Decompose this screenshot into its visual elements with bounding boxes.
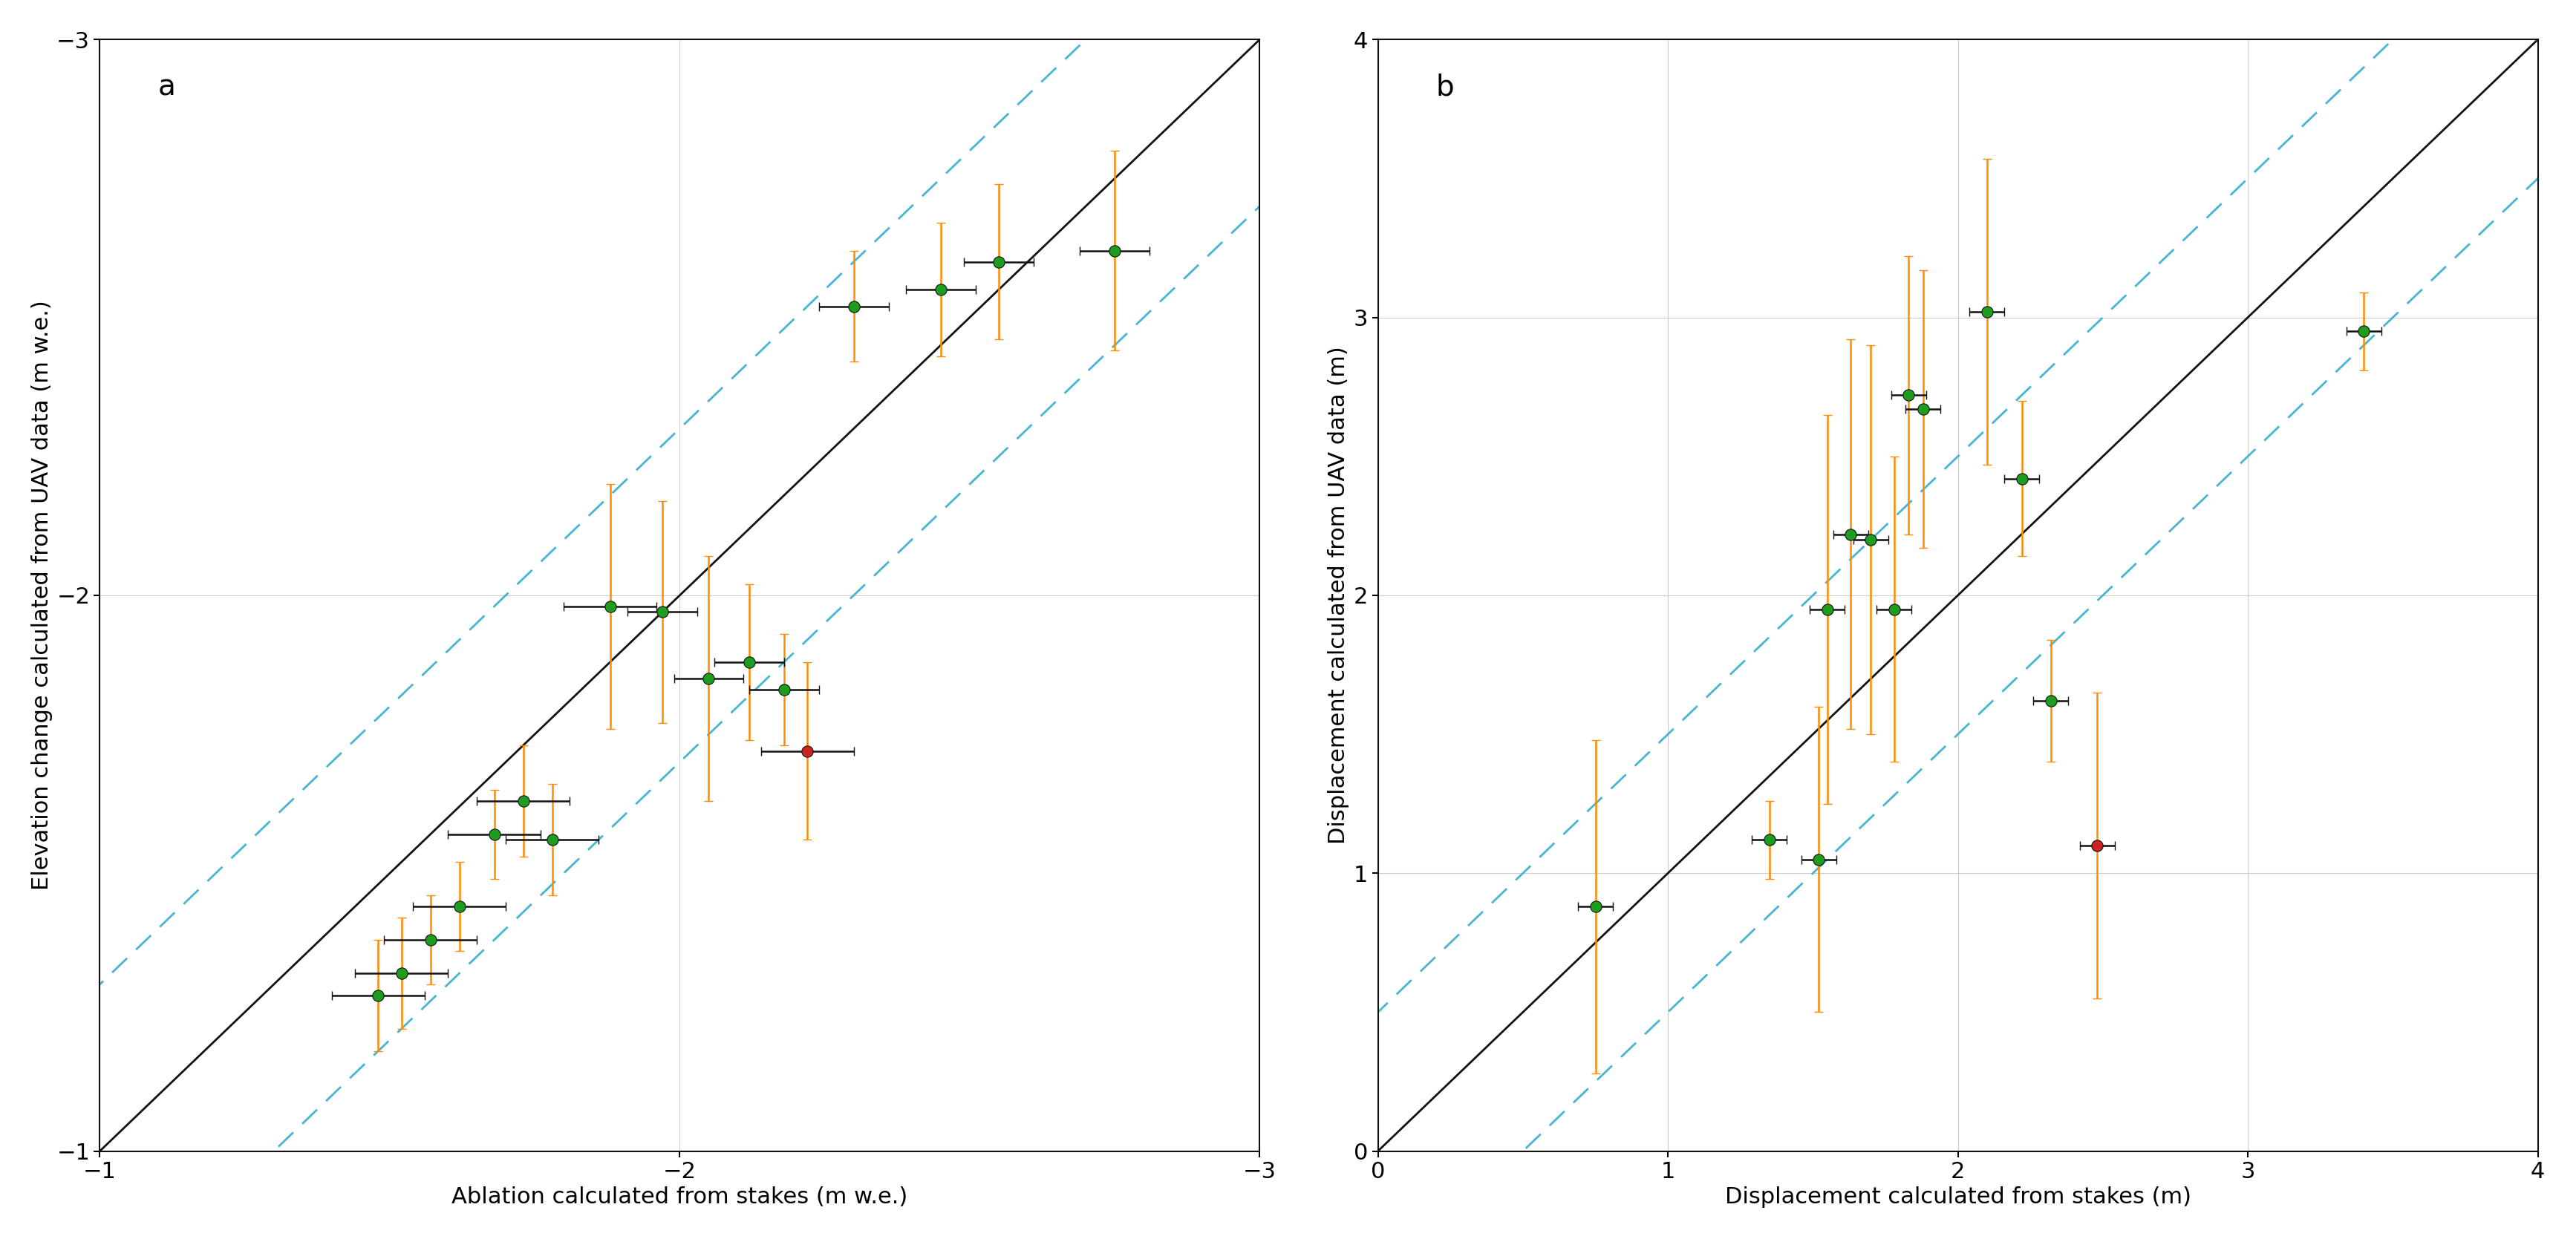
Y-axis label: Displacement calculated from UAV data (m): Displacement calculated from UAV data (m… [1329, 347, 1350, 844]
Text: b: b [1435, 73, 1455, 102]
X-axis label: Ablation calculated from stakes (m w.e.): Ablation calculated from stakes (m w.e.) [451, 1187, 907, 1208]
Y-axis label: Elevation change calculated from UAV data (m w.e.): Elevation change calculated from UAV dat… [31, 300, 52, 891]
X-axis label: Displacement calculated from stakes (m): Displacement calculated from stakes (m) [1726, 1187, 2192, 1208]
Text: a: a [157, 73, 175, 102]
